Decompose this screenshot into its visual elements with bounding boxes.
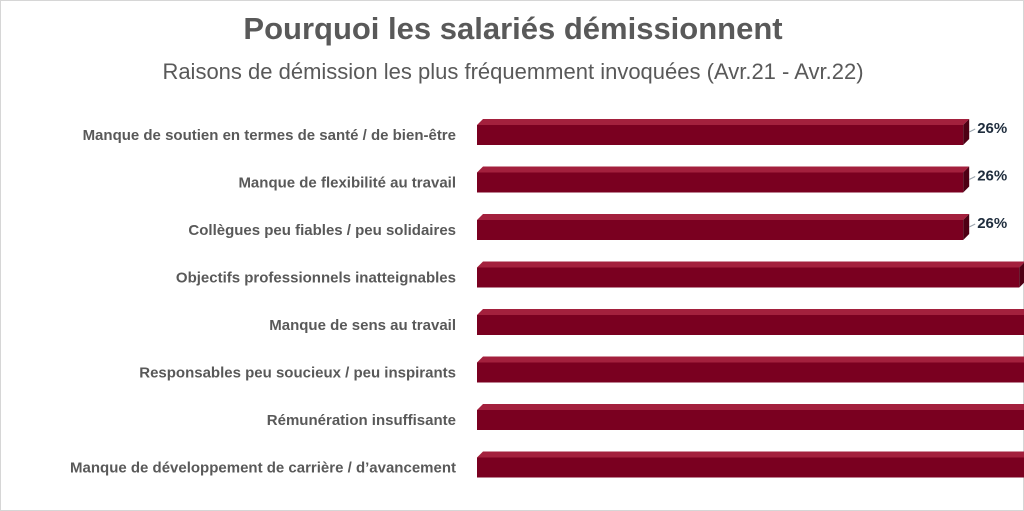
bar-group: Manque de soutien en termes de santé / d… bbox=[83, 119, 1007, 145]
value-label: 26% bbox=[977, 215, 1007, 232]
value-leader-line bbox=[968, 128, 976, 133]
bar bbox=[477, 457, 1024, 478]
chart-title: Pourquoi les salariés démissionnent bbox=[243, 11, 783, 46]
bar-top-face bbox=[477, 356, 1024, 363]
bar-side-face bbox=[1019, 262, 1024, 288]
bar-top-face bbox=[477, 309, 1024, 315]
bar bbox=[477, 125, 964, 145]
bar-group: Manque de flexibilité au travail 26% bbox=[238, 166, 1007, 193]
value-label: 26% bbox=[977, 168, 1007, 185]
bar-side-face bbox=[963, 214, 970, 240]
bar-group: Objectifs professionnels inatteignables2… bbox=[176, 261, 1024, 288]
category-label: Manque de développement de carrière / d’… bbox=[70, 460, 456, 477]
bar-group: Responsables peu soucieux / peu inspiran… bbox=[139, 356, 1024, 383]
value-label: 26% bbox=[977, 120, 1007, 137]
bar bbox=[477, 315, 1024, 335]
bar bbox=[477, 362, 1024, 383]
bar bbox=[477, 267, 1020, 288]
bar-top-face bbox=[477, 451, 1024, 458]
category-label: Responsables peu soucieux / peu inspiran… bbox=[139, 365, 456, 382]
category-label: Rémunération insuffisante bbox=[267, 412, 456, 429]
bar-group: Manque de développement de carrière / d’… bbox=[70, 451, 1024, 478]
bar-side-face bbox=[963, 166, 970, 193]
bar-top-face bbox=[477, 214, 970, 220]
category-label: Manque de flexibilité au travail bbox=[238, 175, 456, 192]
category-label: Collègues peu fiables / peu solidaires bbox=[188, 222, 456, 239]
bar-group: Collègues peu fiables / peu solidaires 26… bbox=[188, 214, 1007, 240]
value-leader-line bbox=[968, 223, 976, 228]
bar-top-face bbox=[477, 261, 1024, 268]
chart-subtitle: Raisons de démission les plus fréquemmen… bbox=[162, 59, 864, 84]
bar bbox=[477, 220, 964, 240]
bar bbox=[477, 172, 964, 193]
bar-side-face bbox=[963, 119, 970, 145]
bar-group: Manque de sens au travail31% bbox=[269, 309, 1024, 335]
bar-top-face bbox=[477, 119, 970, 125]
category-label: Manque de sens au travail bbox=[269, 317, 456, 334]
bar-top-face bbox=[477, 166, 970, 173]
value-leader-line bbox=[968, 176, 976, 180]
category-label: Objectifs professionnels inatteignables bbox=[176, 270, 456, 287]
category-label: Manque de soutien en termes de santé / d… bbox=[83, 127, 456, 144]
bar-top-face bbox=[477, 404, 1024, 410]
bar bbox=[477, 410, 1024, 430]
bar-group: Rémunération insuffisante36% bbox=[267, 404, 1024, 430]
